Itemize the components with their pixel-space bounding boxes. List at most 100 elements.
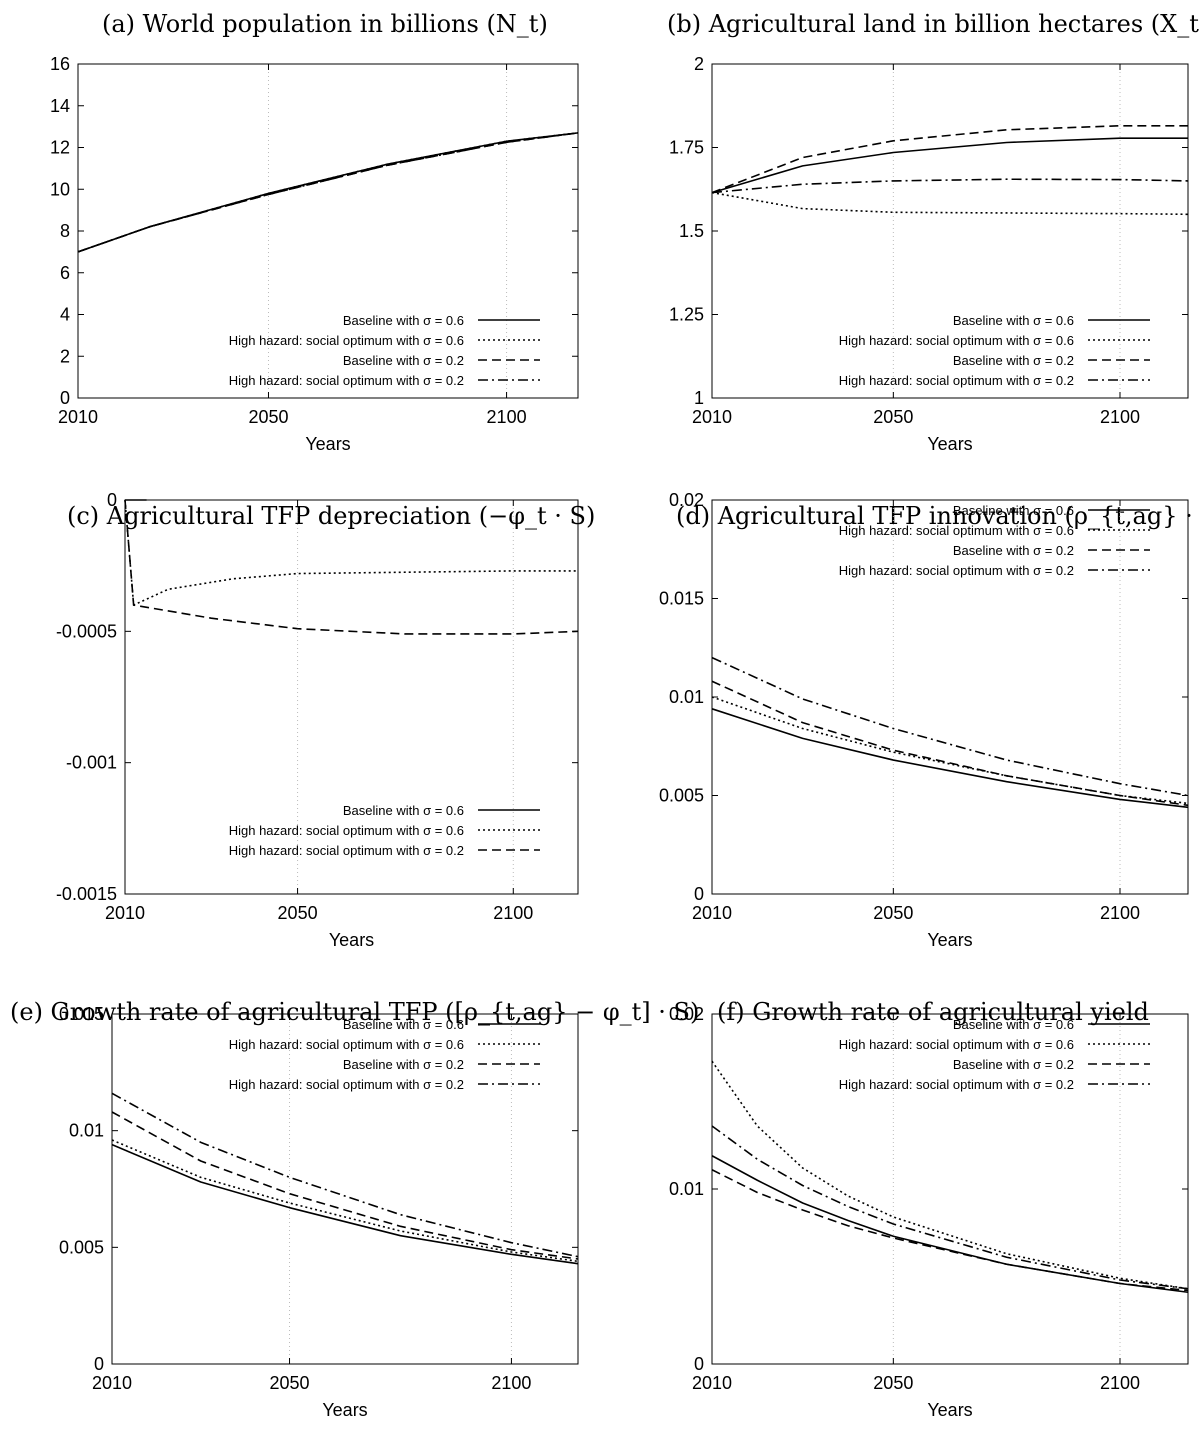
x-tick-label: 2050: [873, 1373, 913, 1393]
panel-a-chart: 0 2 4 6 8 10 12 14 16 2010 2050 2100 Years Baseline w…: [50, 54, 579, 454]
x-tick-label: 2100: [487, 407, 527, 427]
x-tick-label: 2100: [1100, 407, 1140, 427]
panel-b-chart: 1 1.25 1.5 1.75 2 2010 2050 2100 Years Baseline w…: [669, 54, 1189, 454]
panel-a-world-population: (a) World population in billions (N_t) 0…: [0, 0, 600, 484]
x-tick-label: 2050: [270, 1373, 310, 1393]
x-axis-label: Years: [927, 434, 972, 454]
x-tick-label: 2010: [692, 407, 732, 427]
x-tick-label: 2010: [58, 407, 98, 427]
x-axis-label: Years: [329, 930, 374, 950]
y-tick-label: 14: [50, 96, 70, 116]
series-line-3: [711, 1169, 1189, 1292]
panel-f-yield-growth: (f) Growth rate of agricultural yield 0 0…: [600, 968, 1200, 1452]
x-tick-label: 2100: [493, 903, 533, 923]
panel-e-title: (e) Growth rate of agricultural TFP ([ρ_…: [10, 998, 700, 1026]
legend-label: Baseline with σ = 0.2: [953, 543, 1074, 558]
panel-f-title: (f) Growth rate of agricultural yield: [717, 998, 1149, 1026]
panel-d-chart: 0 0.005 0.01 0.015 0.02 2010 2050 2100 Years Base…: [659, 490, 1189, 950]
y-tick-label: 1.75: [669, 138, 704, 158]
legend-label: High hazard: social optimum with σ = 0.6: [839, 1037, 1074, 1052]
x-tick-label: 2100: [1100, 1373, 1140, 1393]
panel-b-agricultural-land: (b) Agricultural land in billion hectare…: [600, 0, 1200, 484]
series-line-1: [711, 1155, 1189, 1294]
legend-label: Baseline with σ = 0.2: [953, 1057, 1074, 1072]
y-tick-label: 0: [694, 884, 704, 904]
series-line-1: [711, 137, 1188, 194]
x-tick-label: 2100: [1100, 903, 1140, 923]
x-axis-label: Years: [927, 930, 972, 950]
y-tick-label: 0: [107, 490, 117, 510]
series-line-4: [711, 1125, 1189, 1290]
y-tick-label: 0: [60, 388, 70, 408]
legend-label: High hazard: social optimum with σ = 0.2: [229, 843, 464, 858]
legend-label: Baseline with σ = 0.2: [343, 353, 464, 368]
series-line-3: [711, 680, 1189, 807]
legend-label: High hazard: social optimum with σ = 0.2: [839, 373, 1074, 388]
y-tick-label: 4: [60, 305, 70, 325]
series-line-2: [711, 191, 1189, 216]
panel-c-title: (c) Agricultural TFP depreciation (−φ_t …: [67, 502, 596, 530]
series-line-1: [111, 1143, 579, 1265]
y-tick-label: -0.0005: [56, 621, 117, 641]
x-tick-label: 2050: [873, 903, 913, 923]
x-tick-label: 2010: [692, 1373, 732, 1393]
panel-c-chart: -0.0015 -0.001 -0.0005 0 2010 2050 2100 Years Ba…: [56, 490, 579, 950]
y-tick-label: 0.015: [59, 1004, 104, 1024]
x-tick-label: 2050: [248, 407, 288, 427]
series-line-4: [711, 178, 1189, 194]
plot-frame: [711, 63, 1189, 399]
y-tick-label: 16: [50, 54, 70, 74]
y-tick-label: 0.01: [69, 1121, 104, 1141]
legend-label: High hazard: social optimum with σ = 0.2: [229, 1077, 464, 1092]
y-tick-label: 12: [50, 138, 70, 158]
legend-label: High hazard: social optimum with σ = 0.2: [229, 373, 464, 388]
x-axis-label: Years: [305, 434, 350, 454]
y-tick-label: 0.015: [659, 589, 704, 609]
panel-a-title: (a) World population in billions (N_t): [102, 10, 548, 38]
legend-label: Baseline with σ = 0.2: [343, 1057, 464, 1072]
legend-label: High hazard: social optimum with σ = 0.6: [839, 333, 1074, 348]
panel-f-chart: 0 0.01 0.02 2010 2050 2100 Years Baseline with …: [669, 1004, 1189, 1420]
plot-frame: [711, 499, 1189, 895]
legend-label: Baseline with σ = 0.6: [343, 313, 464, 328]
y-tick-label: 0.01: [669, 687, 704, 707]
x-axis-label: Years: [322, 1400, 367, 1420]
series-line-4: [711, 656, 1189, 797]
legend-label: Baseline with σ = 0.6: [953, 503, 1074, 518]
series-line-3: [77, 132, 579, 253]
plot-frame: [111, 1013, 579, 1365]
series-line-2: [111, 1139, 579, 1263]
legend-label: Baseline with σ = 0.6: [343, 803, 464, 818]
plot-frame: [77, 63, 579, 399]
x-tick-label: 2010: [92, 1373, 132, 1393]
y-tick-label: 8: [60, 221, 70, 241]
series-line-3: [111, 1111, 579, 1260]
panel-d-title: (d) Agricultural TFP innovation (ρ_{t,ag…: [676, 502, 1200, 530]
y-tick-label: -0.001: [66, 753, 117, 773]
x-tick-label: 2010: [105, 903, 145, 923]
y-tick-label: 0: [694, 1354, 704, 1374]
panel-d-tfp-innovation: (d) Agricultural TFP innovation (ρ_{t,ag…: [600, 484, 1200, 968]
legend-label: High hazard: social optimum with σ = 0.6: [229, 823, 464, 838]
y-tick-label: 0: [94, 1354, 104, 1374]
series-line-4: [111, 1092, 579, 1258]
panel-c-tfp-depreciation: (c) Agricultural TFP depreciation (−φ_t …: [0, 484, 600, 968]
legend-label: High hazard: social optimum with σ = 0.2: [839, 563, 1074, 578]
y-tick-label: 6: [60, 263, 70, 283]
series-line-1: [77, 132, 579, 253]
series-line-3: [124, 499, 579, 635]
plot-frame: [124, 499, 579, 895]
legend-label: Baseline with σ = 0.6: [953, 1017, 1074, 1032]
y-tick-label: 0.02: [669, 1004, 704, 1024]
series-line-3: [711, 124, 1188, 194]
plot-frame: [711, 1013, 1189, 1365]
y-tick-label: 1.25: [669, 305, 704, 325]
y-tick-label: 0.01: [669, 1179, 704, 1199]
y-tick-label: 1: [694, 388, 704, 408]
legend-label: High hazard: social optimum with σ = 0.2: [839, 1077, 1074, 1092]
legend-label: Baseline with σ = 0.6: [343, 1017, 464, 1032]
legend-label: Baseline with σ = 0.6: [953, 313, 1074, 328]
y-tick-label: 2: [694, 54, 704, 74]
y-tick-label: 0.02: [669, 490, 704, 510]
series-line-2: [77, 132, 579, 253]
